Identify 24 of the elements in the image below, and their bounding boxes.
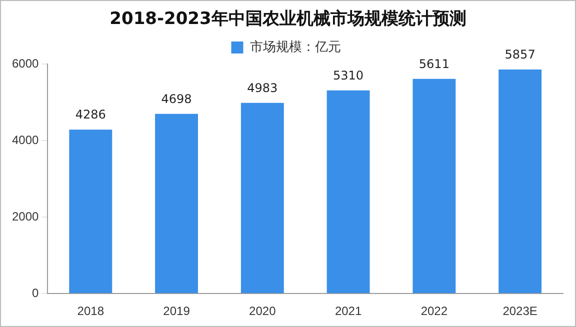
x-tick-label: 2020	[249, 304, 276, 318]
y-tick-label: 4000	[12, 132, 40, 147]
data-label: 4698	[161, 92, 192, 106]
legend-label: 市场规模：亿元	[250, 40, 341, 55]
x-tick-label: 2023E	[502, 304, 538, 318]
data-label: 4983	[247, 81, 278, 96]
x-tick-label: 2022	[420, 304, 448, 318]
x-tick-label: 2019	[163, 304, 190, 318]
x-tick-label: 2018	[77, 304, 104, 318]
y-tick-label: 2000	[12, 209, 40, 224]
bar	[412, 78, 456, 294]
y-tick-label: 0	[32, 286, 40, 300]
bar	[498, 69, 542, 294]
x-tick-label: 2021	[334, 304, 362, 318]
bar	[326, 90, 370, 294]
bar	[155, 114, 198, 294]
bar	[69, 130, 112, 294]
data-label: 5611	[418, 57, 450, 72]
data-label: 5857	[504, 48, 536, 62]
y-tick-label: 6000	[12, 56, 40, 70]
chart-title: 2018-2023年中国农业机械市场规模统计预测	[108, 8, 468, 30]
data-label: 5310	[333, 68, 364, 83]
bar	[240, 102, 284, 294]
data-label: 4286	[75, 108, 106, 122]
